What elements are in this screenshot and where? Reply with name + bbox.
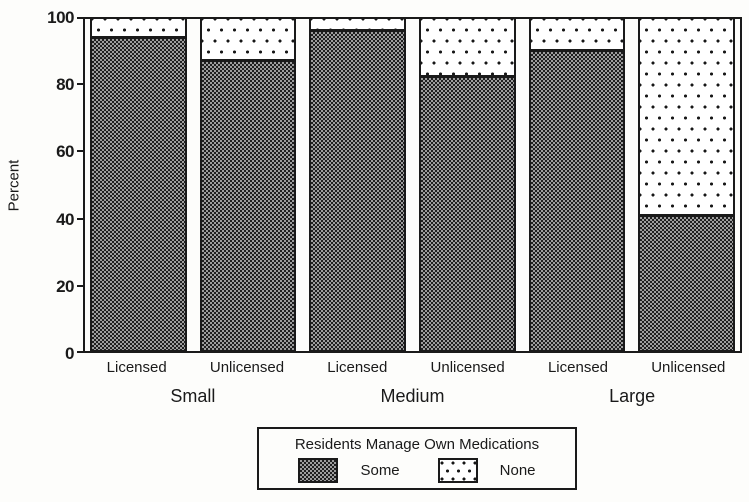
legend-title: Residents Manage Own Medications [294,436,540,453]
y-tick-mark-60 [77,150,84,153]
x-tick-label-small-unlicensed: Unlicensed [209,359,285,376]
x-tick-label-large-unlicensed: Unlicensed [651,359,726,376]
bar-segment-none-large-unlicensed [640,19,734,215]
legend-entries: Some None [259,458,575,483]
y-tick-mark-20 [77,284,84,287]
group-label-small: Small [170,386,216,406]
group-label-large: Large [609,386,656,406]
y-axis-title: Percent [5,159,23,212]
legend-swatch-some-icon [298,458,339,483]
legend-box: Residents Manage Own Medications Some Non… [257,427,577,490]
y-tick-label-40: 40 [56,209,74,229]
bar-segment-some-small-unlicensed [201,58,295,350]
bar-medium-licensed [309,19,407,351]
bar-segment-none-large-licensed [530,19,624,49]
bar-segment-some-large-unlicensed [640,214,734,350]
legend-entry-some: Some [298,458,400,483]
bar-large-unlicensed [638,19,736,351]
legend-label-some: Some [360,462,400,479]
y-tick-mark-40 [77,217,84,220]
y-tick-label-80: 80 [56,75,74,95]
bar-small-licensed [90,19,187,351]
bar-medium-unlicensed [419,19,516,351]
legend-entry-none: None [437,458,536,483]
bar-small-unlicensed [199,19,297,351]
y-tick-label-100: 100 [47,8,74,27]
bar-segment-some-medium-unlicensed [421,75,514,350]
bar-large-licensed [528,19,626,351]
bar-segment-none-medium-unlicensed [421,19,514,76]
legend-label-none: None [499,462,536,479]
x-tick-label-large-licensed: Licensed [547,359,608,376]
bar-segment-none-small-unlicensed [201,19,295,59]
x-axis-category-labels: Licensed Unlicensed Licensed Unlicensed Lice… [83,359,742,376]
group-label-medium: Medium [380,386,445,406]
bar-segment-some-medium-licensed [311,28,405,350]
bar-segment-none-small-licensed [92,19,185,36]
bar-segment-none-medium-licensed [311,19,405,29]
y-tick-label-0: 0 [65,344,74,363]
y-tick-mark-100 [77,17,84,19]
plot-area [83,17,742,353]
y-tick-label-20: 20 [56,276,74,296]
y-tick-mark-80 [77,83,84,86]
x-tick-label-medium-licensed: Licensed [327,359,388,376]
x-tick-label-small-licensed: Licensed [106,359,167,376]
bar-segment-some-large-licensed [530,48,624,350]
x-tick-label-medium-unlicensed: Unlicensed [430,359,505,376]
bar-segment-some-small-licensed [92,35,185,350]
legend-swatch-none-icon [437,458,478,483]
y-tick-mark-0 [77,351,84,353]
x-axis-group-labels: Small Medium Large [83,386,742,407]
y-tick-label-60: 60 [56,142,74,162]
